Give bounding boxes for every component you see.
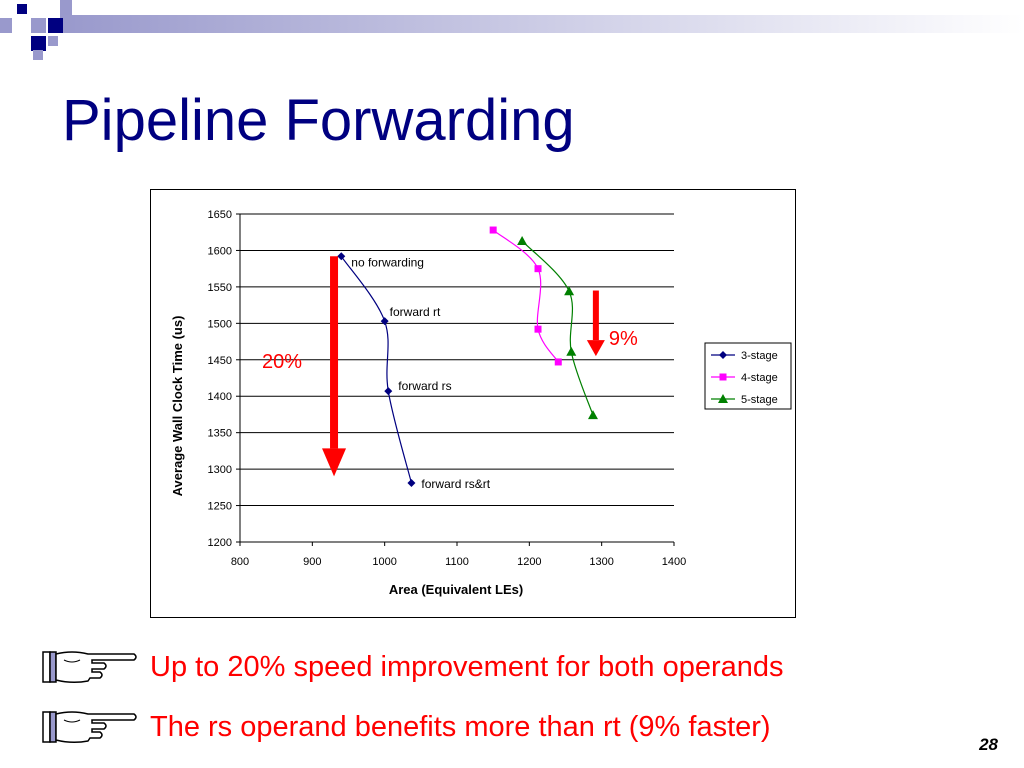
point-label: forward rs [398,379,451,393]
arrow-shaft [330,256,339,449]
data-point [587,410,598,420]
x-tick-label: 1200 [517,556,541,568]
y-tick-label: 1400 [208,391,232,403]
bullet-text: The rs operand benefits more than rt (9%… [150,710,771,743]
data-point [380,317,389,326]
bullet-item: The rs operand benefits more than rt (9%… [42,706,771,748]
arrow-head [322,448,347,477]
bullet-text: Up to 20% speed improvement for both ope… [150,650,784,683]
x-tick-label: 1400 [662,556,686,568]
x-tick-label: 1100 [445,556,469,568]
legend-entry: 3-stage [711,350,778,362]
deco-square [48,36,58,46]
pointing-hand-icon [42,651,137,684]
y-tick-label: 1650 [208,209,232,221]
page-number: 28 [979,735,998,754]
legend-entry: 4-stage [711,372,778,384]
data-point [534,265,542,273]
series-line [521,240,594,416]
data-point [384,387,393,396]
annotations: no forwarding forward rt forward rs forward… [262,255,638,491]
legend-label: 3-stage [741,350,778,362]
data-point [554,358,562,366]
legend-box [704,342,792,410]
data-point [407,478,416,487]
percent-annotation: 9% [609,328,638,350]
deco-square [31,18,46,33]
series-5-stage [517,235,598,420]
y-tick-label: 1350 [208,428,232,440]
red-down-arrow [322,256,347,477]
series-3-stage [337,252,416,487]
data-point [534,325,542,333]
scatter-chart: 1200 1250 1300 1350 1400 1450 1500 1550 1600 1650… [170,209,792,597]
y-tick-label: 1550 [208,282,232,294]
x-tick-label: 1000 [372,556,396,568]
point-label: forward rt [390,305,441,319]
chart-frame [150,189,796,618]
x-tick-label: 1300 [589,556,613,568]
axes: 1200 1250 1300 1350 1400 1450 1500 1550 1600 1650… [208,209,687,568]
legend-entry: 5-stage [711,394,778,406]
legend-label: 4-stage [741,372,778,384]
data-point [337,252,346,261]
data-point [489,226,497,234]
y-axis-label: Average Wall Clock Time (us) [170,316,185,497]
deco-square [0,18,12,33]
data-point [566,346,577,356]
header-gradient-bar [60,15,1024,33]
arrow-head [586,340,605,357]
deco-square [48,18,63,33]
legend-marker [719,351,727,359]
series-line [340,255,413,484]
percent-annotation: 20% [262,351,302,373]
point-label: no forwarding [351,255,424,269]
legend-label: 5-stage [741,394,778,406]
y-tick-label: 1500 [208,318,232,330]
point-label: forward rs&rt [421,477,490,491]
deco-square [60,0,72,15]
corner-decoration [0,0,1024,60]
data-point [564,286,575,296]
legend: 3-stage 4-stage 5-stage [704,342,792,410]
series-line [492,229,559,363]
legend-marker [719,373,727,381]
deco-square [17,4,27,14]
y-tick-label: 1250 [208,501,232,513]
y-tick-label: 1300 [208,464,232,476]
legend-marker [718,394,728,403]
deco-square [33,50,43,60]
pointing-hand-icon [42,711,137,744]
grid-lines [240,213,674,543]
y-tick-label: 1450 [208,355,232,367]
series [337,226,598,487]
y-tick-label: 1200 [208,537,232,549]
y-tick-label: 1600 [208,245,232,257]
x-tick-label: 800 [231,556,249,568]
slide-title: Pipeline Forwarding [62,88,575,153]
data-point [517,235,528,245]
x-tick-label: 900 [303,556,321,568]
arrow-shaft [592,290,599,341]
red-down-arrow [586,290,605,357]
x-axis-label: Area (Equivalent LEs) [389,582,523,597]
bullet-item: Up to 20% speed improvement for both ope… [42,646,784,688]
series-4-stage [489,226,562,366]
deco-square [31,36,46,51]
